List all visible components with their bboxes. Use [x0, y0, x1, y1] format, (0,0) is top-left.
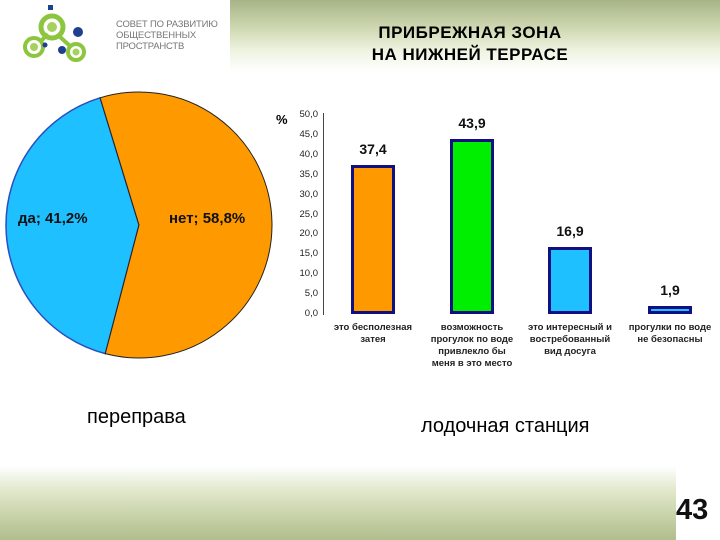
bar — [648, 306, 692, 314]
y-axis-line — [323, 113, 324, 315]
pie-label-da: да; 41,2% — [18, 210, 88, 227]
page-number: 43 — [676, 494, 709, 526]
y-tick-label: 45,0 — [299, 128, 319, 140]
bar-caption: лодочная станция — [421, 415, 590, 437]
y-tick-label: 5,0 — [304, 288, 318, 300]
title-line-2: НА НИЖНЕЙ ТЕРРАСЕ — [371, 45, 569, 64]
pie-caption: переправа — [87, 406, 186, 428]
y-tick-label: 10,0 — [299, 268, 319, 280]
pie-label-net: нет; 58,8% — [169, 210, 246, 227]
bar — [450, 139, 494, 314]
y-tick-label: 25,0 — [299, 208, 319, 220]
y-tick-label: 40,0 — [299, 148, 319, 160]
bar — [351, 165, 395, 314]
pie-slice-da — [5, 96, 140, 355]
logo-text: СОВЕТ ПО РАЗВИТИЮ ОБЩЕСТВЕННЫХ ПРОСТРАНС… — [116, 19, 218, 52]
logo-line-3: ПРОСТРАНСТВ — [116, 41, 185, 52]
header-gradient-band — [230, 0, 720, 72]
title-line-1: ПРИБРЕЖНАЯ ЗОНА — [378, 23, 562, 42]
logo: СОВЕТ ПО РАЗВИТИЮ ОБЩЕСТВЕННЫХ ПРОСТРАНС… — [12, 2, 232, 62]
pie-chart — [5, 91, 273, 359]
y-tick-label: 20,0 — [299, 228, 319, 240]
category-label: прогулки по воде не безопасны — [628, 322, 712, 345]
bar-value-label: 37,4 — [359, 141, 387, 158]
y-tick-label: 0,0 — [304, 308, 318, 319]
footer-gradient-band — [0, 466, 676, 540]
bar-value-label: 16,9 — [556, 222, 584, 239]
logo-line-1: СОВЕТ ПО РАЗВИТИЮ — [116, 19, 218, 30]
category-label: это интересный и востребованный вид досуга — [527, 322, 613, 357]
page-title: ПРИБРЕЖНАЯ ЗОНА НА НИЖНЕЙ ТЕРРАСЕ — [300, 22, 640, 66]
y-axis-unit: % — [276, 112, 288, 127]
pie-slice-net — [99, 91, 273, 359]
y-tick-label: 50,0 — [299, 109, 319, 120]
logo-circles-icon — [23, 5, 86, 62]
y-tick-label: 30,0 — [299, 188, 319, 200]
bar-value-label: 43,9 — [458, 115, 486, 132]
category-label: возможность прогулок по воде привлекло бы м… — [430, 322, 514, 369]
logo-line-2: ОБЩЕСТВЕННЫХ — [116, 30, 196, 41]
y-tick-label: 15,0 — [299, 248, 319, 260]
category-label: это бесполезная затея — [333, 322, 413, 345]
y-tick-label: 35,0 — [299, 168, 319, 180]
bar-value-label: 1,9 — [660, 282, 680, 299]
bar — [548, 246, 592, 314]
